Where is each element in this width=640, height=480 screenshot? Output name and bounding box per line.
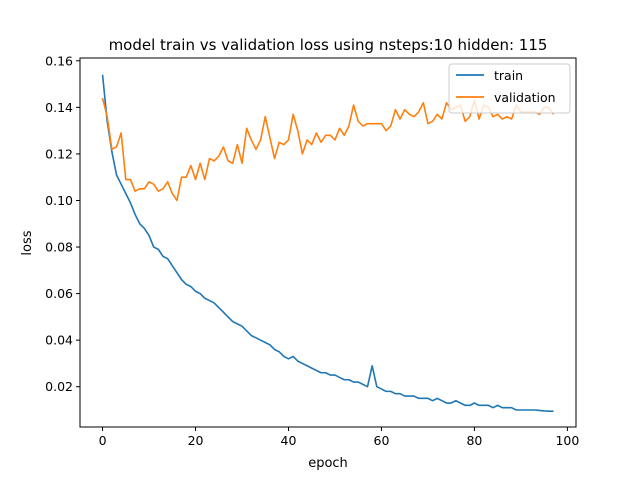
y-tick-label: 0.02: [45, 379, 73, 394]
legend-train-label: train: [494, 68, 523, 83]
y-tick-label: 0.16: [45, 53, 73, 68]
x-tick-label: 80: [466, 433, 482, 448]
axes-frame: [79, 57, 577, 428]
plot-area: [79, 57, 577, 428]
x-axis: 0 20 40 60 80 100: [99, 427, 579, 448]
legend: train validation: [448, 63, 571, 114]
y-axis-label: loss: [20, 230, 35, 255]
x-tick-label: 0: [99, 433, 107, 448]
y-tick-label: 0.14: [45, 100, 73, 115]
y-tick-label: 0.08: [45, 240, 73, 255]
x-axis-label: epoch: [308, 456, 348, 471]
series-line-train: [101, 74, 554, 412]
series-layer: [101, 74, 555, 412]
x-tick-label: 100: [555, 433, 579, 448]
x-tick-label: 40: [281, 433, 297, 448]
x-tick-label: 60: [374, 433, 390, 448]
chart-title: model train vs validation loss using nst…: [109, 36, 548, 54]
legend-box: [448, 63, 571, 114]
axes-background: [80, 58, 576, 427]
series-line-validation: [101, 97, 555, 202]
y-tick-label: 0.06: [45, 286, 73, 301]
y-tick-label: 0.12: [45, 146, 73, 161]
x-tick-label: 20: [188, 433, 204, 448]
y-tick-label: 0.04: [45, 333, 73, 348]
y-tick-label: 0.10: [45, 193, 73, 208]
legend-validation-label: validation: [494, 90, 556, 105]
y-axis: 0.02 0.04 0.06 0.08 0.10 0.12 0.14 0.16: [45, 53, 80, 394]
